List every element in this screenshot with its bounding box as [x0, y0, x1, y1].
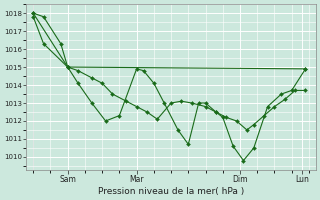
X-axis label: Pression niveau de la mer( hPa ): Pression niveau de la mer( hPa ) [98, 187, 244, 196]
